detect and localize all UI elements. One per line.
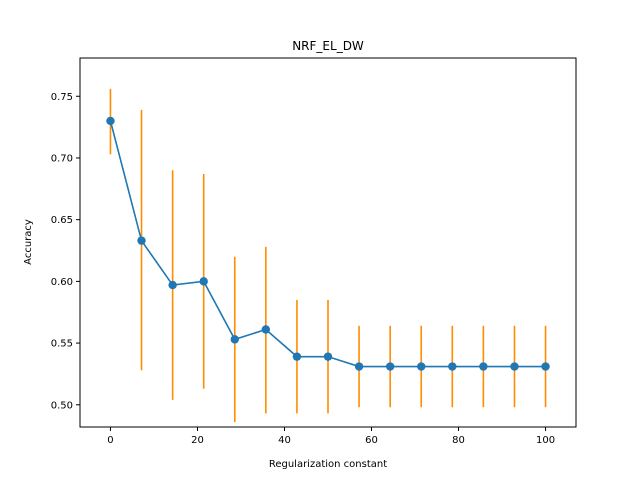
data-point bbox=[510, 362, 519, 371]
y-tick-label: 0.75 bbox=[51, 92, 73, 103]
x-tick-label: 60 bbox=[365, 435, 378, 446]
y-tick-label: 0.70 bbox=[51, 153, 73, 164]
data-point bbox=[541, 362, 550, 371]
data-points bbox=[106, 116, 550, 371]
data-point bbox=[448, 362, 457, 371]
y-tick-label: 0.55 bbox=[51, 339, 73, 350]
data-point bbox=[137, 236, 146, 245]
data-point bbox=[168, 280, 177, 290]
y-axis-label: Accuracy bbox=[23, 219, 34, 265]
data-point bbox=[106, 116, 115, 126]
x-tick-label: 100 bbox=[536, 435, 555, 446]
data-point bbox=[417, 362, 426, 371]
x-axis-ticks: 0 20 40 60 80 100 bbox=[107, 427, 555, 446]
data-point bbox=[323, 352, 333, 361]
x-axis-label: Regularization constant bbox=[269, 459, 387, 470]
data-point bbox=[199, 277, 208, 286]
data-point bbox=[385, 362, 395, 371]
x-tick-label: 0 bbox=[107, 435, 113, 446]
plot-frame bbox=[79, 57, 577, 428]
y-tick-label: 0.60 bbox=[51, 277, 73, 288]
y-tick-label: 0.50 bbox=[51, 400, 73, 411]
data-point bbox=[230, 335, 239, 344]
y-tick-label: 0.65 bbox=[51, 215, 73, 226]
data-point bbox=[292, 352, 302, 361]
data-point bbox=[354, 362, 364, 371]
x-tick-label: 80 bbox=[452, 435, 465, 446]
x-tick-label: 20 bbox=[191, 435, 204, 446]
x-tick-label: 40 bbox=[278, 435, 291, 446]
chart-title: NRF_EL_DW bbox=[292, 39, 364, 53]
errorbars bbox=[109, 88, 547, 423]
data-point bbox=[479, 362, 488, 371]
data-point bbox=[261, 325, 271, 334]
y-axis-ticks: 0.50 0.55 0.60 0.65 0.70 0.75 bbox=[51, 92, 80, 411]
